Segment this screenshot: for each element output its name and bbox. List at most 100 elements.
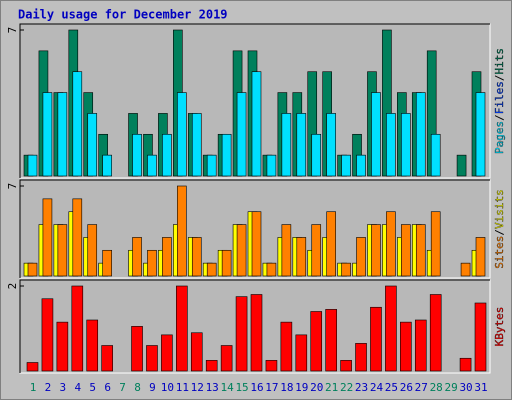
bar [355,343,367,372]
bar [474,302,487,372]
x-tick-label: 26 [400,381,413,394]
bar [475,92,486,177]
x-tick-label: 21 [325,381,338,394]
bar [72,198,83,277]
x-tick-label: 8 [134,381,141,394]
bar [341,262,351,277]
bar [430,133,441,177]
bar [251,211,262,277]
legend-entry: Visits [493,189,506,229]
x-tick-label: 24 [370,381,384,394]
bar [176,285,188,372]
bar [430,211,441,277]
x-tick-label: 30 [459,381,472,394]
panel-shadow [19,279,490,373]
bar [296,113,307,177]
bar [341,154,351,177]
x-tick-label: 25 [385,381,398,394]
bar [429,294,442,372]
x-tick-label: 20 [310,381,323,394]
chart-title: Daily usage for December 2019 [18,8,228,22]
bar [280,321,293,372]
bar [220,345,233,372]
legend-entry: Sites [493,236,506,269]
x-tick-label: 13 [206,381,219,394]
bar [356,237,366,277]
bar [87,224,98,277]
bar [147,154,157,177]
bar [102,249,112,277]
x-tick-label: 9 [149,381,156,394]
bar [371,224,381,277]
bar [401,113,411,177]
x-tick-label: 11 [176,381,189,394]
legend: Pages/Files/Hits [493,48,506,154]
bar [71,285,84,372]
bar [386,211,396,277]
bar [415,224,426,277]
bar [162,237,172,277]
bar [132,133,142,177]
legend: KBytes [493,307,506,347]
x-tick-label: 1 [30,381,37,394]
bar [206,262,217,277]
bar [460,262,471,277]
bar [27,154,38,177]
x-tick-label: 17 [265,381,278,394]
bar [311,133,322,177]
y-tick-label: 7 [6,183,19,190]
bar [340,360,352,372]
bar [266,262,277,277]
x-tick-label: 15 [235,381,248,394]
bar [326,211,336,277]
legend-entry: Pages [493,121,506,154]
bar [459,357,472,372]
bar [57,224,68,277]
x-tick-label: 31 [474,381,487,394]
x-tick-label: 2 [45,381,52,394]
bar [386,113,396,177]
bar [456,154,467,177]
x-tick-label: 14 [221,381,235,394]
bar [191,237,202,277]
x-tick-label: 29 [445,381,458,394]
bar [265,360,278,372]
bar [101,345,113,372]
legend-separator: / [493,75,506,82]
bar [27,262,38,277]
bar [72,71,83,177]
panel-shadow [19,179,490,278]
x-tick-label: 4 [74,381,81,394]
bar [371,92,381,177]
y-tick-label: 2 [6,283,19,290]
bar [191,113,202,177]
x-tick-label: 18 [280,381,293,394]
bar [86,319,99,372]
x-tick-label: 5 [89,381,96,394]
bar [57,92,68,177]
bar [26,362,39,372]
bar [250,294,263,372]
bar [177,92,187,177]
bar [42,92,53,177]
bar [370,306,382,372]
bar [87,113,98,177]
bar [311,224,322,277]
legend-entry: KBytes [493,307,506,347]
bar [475,237,486,277]
bar [161,334,173,372]
bar [131,326,143,372]
bar [415,92,426,177]
x-tick-label: 22 [340,381,353,394]
bar [147,249,157,277]
panel-shadow [19,23,490,178]
x-tick-label: 23 [355,381,368,394]
bar [162,133,172,177]
bar [295,334,308,372]
bar [281,113,292,177]
bar [206,154,217,177]
x-tick-label: 10 [161,381,174,394]
bar [310,311,323,372]
bar [326,113,336,177]
